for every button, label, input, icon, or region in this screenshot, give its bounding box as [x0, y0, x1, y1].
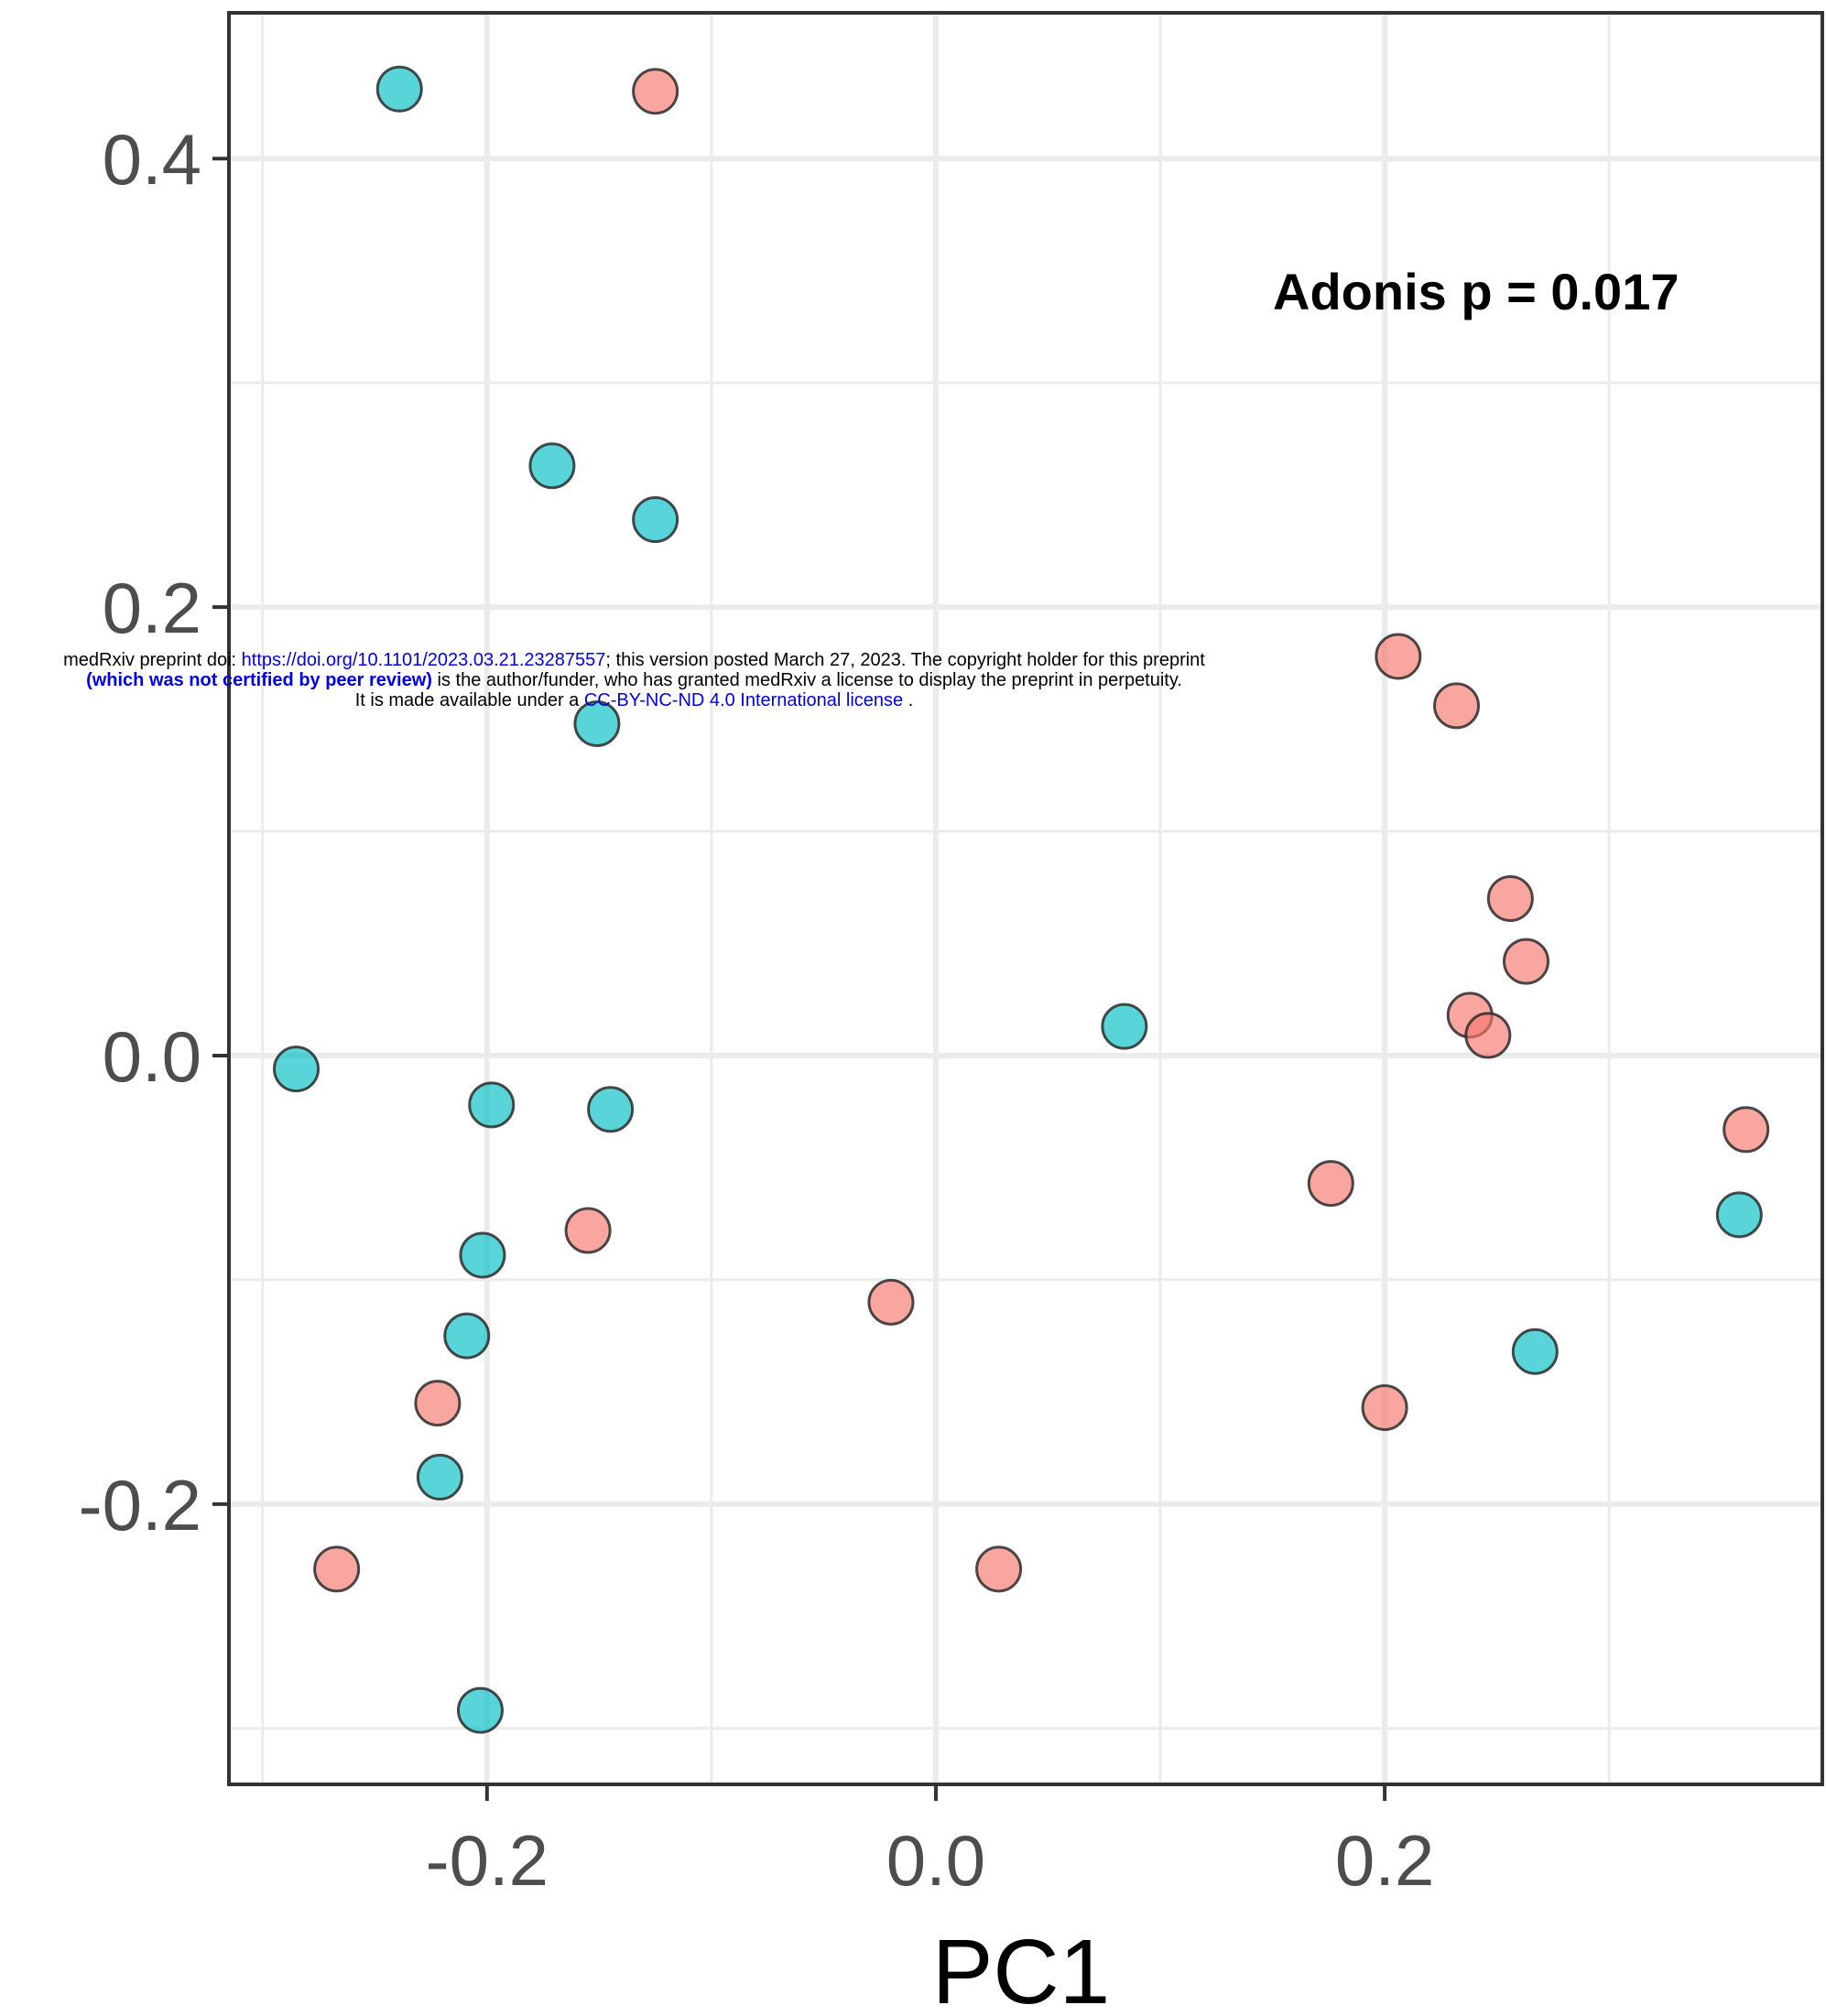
- data-point: [528, 442, 576, 490]
- peer-review-notice: (which was not certified by peer review): [86, 670, 432, 690]
- adonis-annotation: Adonis p = 0.017: [1273, 263, 1679, 320]
- data-point: [1503, 938, 1550, 985]
- data-point: [1433, 682, 1481, 730]
- data-point: [1101, 1003, 1148, 1050]
- data-point: [1715, 1191, 1763, 1239]
- data-point: [867, 1278, 915, 1326]
- doi-link[interactable]: https://doi.org/10.1101/2023.03.21.23287…: [241, 650, 606, 670]
- data-point: [1307, 1160, 1354, 1208]
- data-point: [313, 1545, 361, 1593]
- y-tick-label: -0.2: [79, 1465, 201, 1545]
- data-points: [273, 65, 1770, 1734]
- data-point: [1511, 1328, 1559, 1375]
- major-gridlines: [229, 13, 1822, 1784]
- x-tick-label: 0.2: [1335, 1820, 1434, 1901]
- y-tick-label: 0.4: [103, 119, 201, 200]
- data-point: [459, 1231, 506, 1279]
- data-point: [975, 1545, 1023, 1593]
- data-point: [416, 1453, 463, 1501]
- x-axis-title: PC1: [932, 1921, 1111, 2016]
- watermark-text: is the author/funder, who has granted me…: [431, 670, 1182, 690]
- data-point: [1723, 1106, 1770, 1154]
- watermark-line-1: medRxiv preprint doi: https://doi.org/10…: [0, 650, 1268, 670]
- data-point: [443, 1312, 491, 1360]
- y-tick-label: 0.2: [103, 568, 201, 648]
- plot-border: [227, 11, 1824, 1786]
- data-point: [632, 496, 679, 544]
- data-point: [375, 65, 423, 113]
- data-point: [273, 1046, 321, 1093]
- minor-gridlines: [229, 13, 1822, 1784]
- data-point: [564, 1207, 612, 1254]
- data-point: [632, 68, 679, 115]
- data-point: [1375, 633, 1422, 680]
- watermark-text: .: [903, 690, 914, 710]
- data-point: [456, 1686, 504, 1734]
- data-point: [468, 1081, 516, 1129]
- data-point: [587, 1086, 635, 1133]
- watermark-text: medRxiv preprint doi:: [63, 650, 242, 670]
- data-point: [414, 1380, 462, 1427]
- x-tick-label: 0.0: [886, 1820, 985, 1901]
- license-link[interactable]: CC-BY-NC-ND 4.0 International license: [583, 690, 904, 710]
- data-point: [1361, 1384, 1408, 1432]
- watermark-line-3: It is made available under a CC-BY-NC-ND…: [0, 690, 1268, 710]
- x-tick-label: -0.2: [426, 1820, 549, 1901]
- data-point: [1486, 875, 1534, 922]
- watermark-line-2: (which was not certified by peer review)…: [0, 670, 1268, 690]
- data-point: [1464, 1012, 1512, 1059]
- medrxiv-watermark: medRxiv preprint doi: https://doi.org/10…: [0, 650, 1268, 710]
- data-point: [573, 699, 621, 747]
- plot-background: [229, 13, 1822, 1784]
- watermark-text: ; this version posted March 27, 2023. Th…: [605, 650, 1205, 670]
- axis-ticks: [212, 157, 1387, 1801]
- axis-tick-labels: -0.2 0.0 0.2 -0.2 0.0 0.2 0.4: [79, 119, 1435, 1901]
- y-tick-label: 0.0: [103, 1016, 201, 1097]
- watermark-text: It is made available under a: [354, 690, 584, 710]
